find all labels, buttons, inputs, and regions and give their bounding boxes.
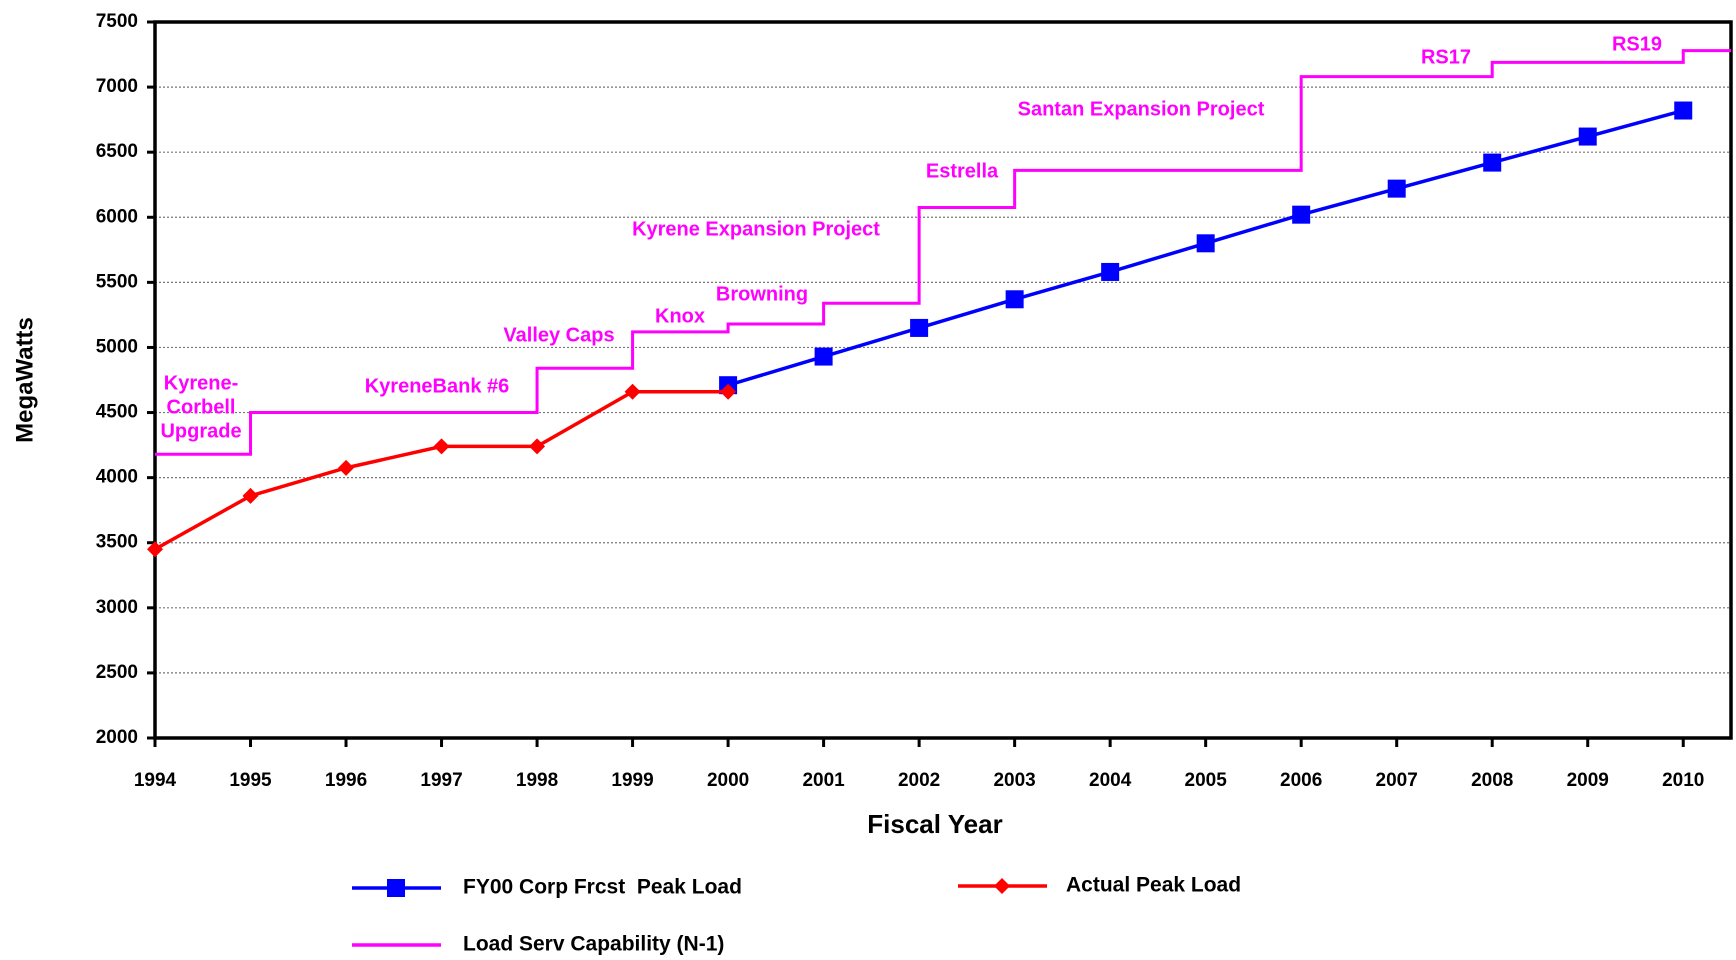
marker <box>387 879 405 897</box>
marker <box>1292 205 1311 224</box>
x-tick-label: 2007 <box>1376 770 1418 791</box>
annotation: Upgrade <box>160 420 241 442</box>
y-tick-label: 7500 <box>96 11 138 32</box>
x-tick-label: 2002 <box>898 770 940 791</box>
marker <box>814 347 833 366</box>
x-tick-label: 2003 <box>993 770 1035 791</box>
marker <box>720 383 737 400</box>
annotation: Browning <box>716 283 808 305</box>
marker <box>1005 290 1024 309</box>
annotation: RS17 <box>1421 46 1471 68</box>
x-tick-label: 1997 <box>420 770 462 791</box>
marker <box>147 541 163 558</box>
marker <box>1387 179 1406 198</box>
y-tick-label: 7000 <box>96 76 138 97</box>
annotation: Corbell <box>167 396 236 418</box>
annotation: Santan Expansion Project <box>1018 98 1265 120</box>
marker <box>338 459 355 476</box>
x-tick-label: 1998 <box>516 770 558 791</box>
legend-label: Load Serv Capability (N-1) <box>463 933 724 956</box>
x-tick-label: 2010 <box>1662 770 1704 791</box>
x-tick-label: 2009 <box>1567 770 1609 791</box>
y-tick-label: 2500 <box>96 662 138 683</box>
x-tick-label: 2004 <box>1089 770 1132 791</box>
series-line <box>155 49 1731 456</box>
annotation: Valley Caps <box>503 324 614 346</box>
x-tick-label: 2000 <box>707 770 749 791</box>
marker <box>242 487 259 504</box>
annotation: Kyrene- <box>164 372 238 394</box>
x-axis-title: Fiscal Year <box>867 809 1002 839</box>
x-tick-label: 1995 <box>229 770 272 791</box>
y-tick-label: 2000 <box>96 727 138 748</box>
marker <box>910 318 929 337</box>
y-tick-label: 3500 <box>96 532 138 553</box>
marker <box>1483 153 1502 172</box>
y-tick-label: 3000 <box>96 597 138 618</box>
annotation: RS19 <box>1612 33 1662 55</box>
y-tick-label: 4000 <box>96 467 138 488</box>
marker <box>624 383 641 400</box>
marker <box>1578 127 1597 146</box>
x-tick-label: 2005 <box>1185 770 1228 791</box>
y-tick-label: 4500 <box>96 402 138 423</box>
x-tick-label: 1994 <box>134 770 177 791</box>
x-tick-label: 2001 <box>802 770 845 791</box>
y-tick-label: 6500 <box>96 141 138 162</box>
legend-label: Actual Peak Load <box>1066 874 1241 897</box>
marker <box>994 878 1010 894</box>
x-tick-label: 1999 <box>611 770 653 791</box>
y-tick-label: 5000 <box>96 336 138 357</box>
x-tick-label: 2006 <box>1280 770 1322 791</box>
plot-frame <box>153 20 1733 740</box>
x-tick-label: 2008 <box>1471 770 1513 791</box>
series-line <box>154 389 729 551</box>
marker <box>433 438 450 455</box>
annotation: KyreneBank #6 <box>365 375 510 397</box>
marker <box>1674 101 1693 120</box>
marker <box>529 438 546 455</box>
annotation: Estrella <box>926 160 999 182</box>
x-tick-label: 1996 <box>325 770 367 791</box>
y-tick-label: 5500 <box>96 271 138 292</box>
marker <box>1196 234 1215 253</box>
marker <box>1101 262 1120 281</box>
legend-label: FY00 Corp Frcst Peak Load <box>463 876 742 899</box>
annotation: Knox <box>655 305 705 327</box>
y-tick-label: 6000 <box>96 206 138 227</box>
annotation: Kyrene Expansion Project <box>632 218 880 240</box>
y-axis-title: MegaWatts <box>11 317 38 443</box>
